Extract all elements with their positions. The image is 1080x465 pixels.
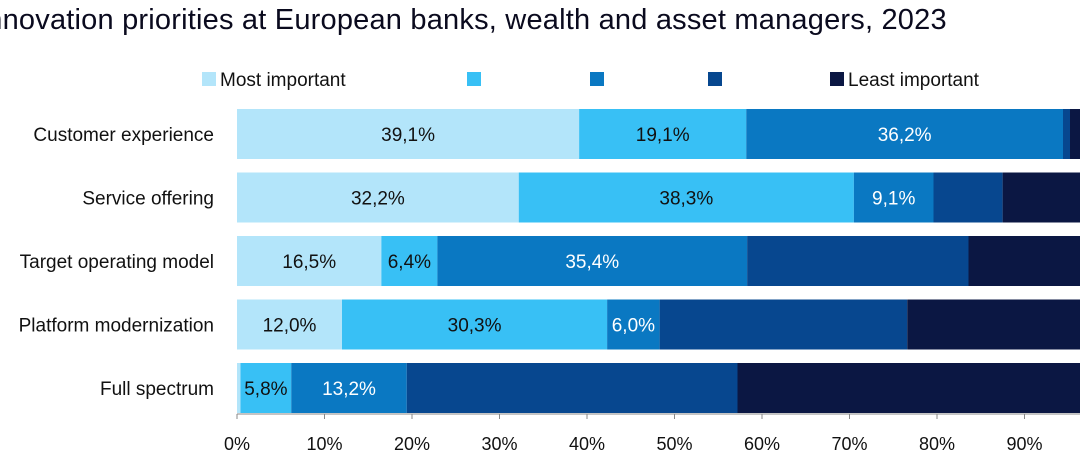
x-tick-label: 90% bbox=[1006, 434, 1042, 454]
x-tick-label: 40% bbox=[569, 434, 605, 454]
bar-segment bbox=[406, 363, 738, 413]
legend-swatch-1 bbox=[202, 72, 216, 86]
legend-swatch-5 bbox=[830, 72, 844, 86]
category-label: Target operating model bbox=[20, 252, 214, 273]
data-label: 9,1% bbox=[872, 189, 915, 210]
bar-segment bbox=[237, 299, 342, 350]
x-tick-label: 30% bbox=[481, 434, 517, 454]
data-label: 6,0% bbox=[612, 316, 655, 337]
bar-segment bbox=[579, 109, 747, 159]
data-label: 12,0% bbox=[263, 316, 317, 337]
x-tick-label: 0% bbox=[224, 434, 250, 454]
legend-label-1: Most important bbox=[220, 70, 346, 91]
bar-segment bbox=[1002, 172, 1080, 223]
bar-segment bbox=[853, 172, 934, 223]
bar-segment bbox=[659, 299, 908, 350]
bars bbox=[237, 109, 1080, 413]
legend: Most important Least important bbox=[202, 70, 980, 91]
data-label: 38,3% bbox=[659, 189, 713, 210]
legend-swatch-2 bbox=[467, 72, 481, 86]
legend-swatch-4 bbox=[708, 72, 722, 86]
data-label: 19,1% bbox=[636, 125, 690, 146]
bar-segment bbox=[237, 236, 382, 286]
legend-swatch-3 bbox=[590, 72, 604, 86]
bar-segment bbox=[907, 299, 1080, 350]
x-tick-label: 50% bbox=[656, 434, 692, 454]
bar-segment bbox=[747, 236, 969, 286]
category-labels: Customer experience Service offering Targe… bbox=[19, 125, 214, 400]
bar-segment bbox=[291, 363, 407, 413]
bar-segment bbox=[342, 299, 608, 350]
bar-segment bbox=[240, 363, 292, 413]
bar-segment bbox=[518, 172, 854, 223]
x-tick-label: 20% bbox=[394, 434, 430, 454]
bar-segment bbox=[1063, 109, 1070, 159]
bar-segment bbox=[968, 236, 1080, 286]
legend-label-5: Least important bbox=[848, 70, 980, 91]
bar-segment bbox=[933, 172, 1003, 223]
x-tick-label: 80% bbox=[919, 434, 955, 454]
data-label: 5,8% bbox=[244, 379, 287, 400]
bar-segment bbox=[607, 299, 660, 350]
category-label: Customer experience bbox=[33, 125, 214, 146]
chart-title: Innovation priorities at European banks,… bbox=[0, 4, 947, 36]
category-label: Full spectrum bbox=[100, 379, 214, 400]
data-label: 36,2% bbox=[878, 125, 932, 146]
data-label: 32,2% bbox=[351, 189, 405, 210]
data-label: 30,3% bbox=[448, 316, 502, 337]
data-label: 35,4% bbox=[565, 252, 619, 273]
data-labels: 39,1% 19,1% 36,2% 32,2% 38,3% 9,1% 16,5% 6,4% 35… bbox=[244, 125, 931, 400]
category-label: Platform modernization bbox=[19, 316, 214, 337]
data-label: 16,5% bbox=[282, 252, 336, 273]
bar-segment bbox=[437, 236, 748, 286]
category-label: Service offering bbox=[82, 189, 214, 210]
x-tick-label: 60% bbox=[744, 434, 780, 454]
bar-segment bbox=[237, 109, 580, 159]
data-label: 6,4% bbox=[388, 252, 431, 273]
bar-segment bbox=[737, 363, 1080, 413]
data-label: 13,2% bbox=[322, 379, 376, 400]
bar-segment bbox=[746, 109, 1063, 159]
bar-segment bbox=[381, 236, 438, 286]
bar-segment bbox=[237, 363, 241, 413]
x-tick-label: 10% bbox=[306, 434, 342, 454]
data-label: 39,1% bbox=[381, 125, 435, 146]
bar-segment bbox=[237, 172, 519, 223]
x-axis: 0%10%20%30%40%50%60%70%80%90%100% bbox=[224, 413, 1080, 454]
x-tick-label: 70% bbox=[831, 434, 867, 454]
bar-segment bbox=[1070, 109, 1080, 159]
